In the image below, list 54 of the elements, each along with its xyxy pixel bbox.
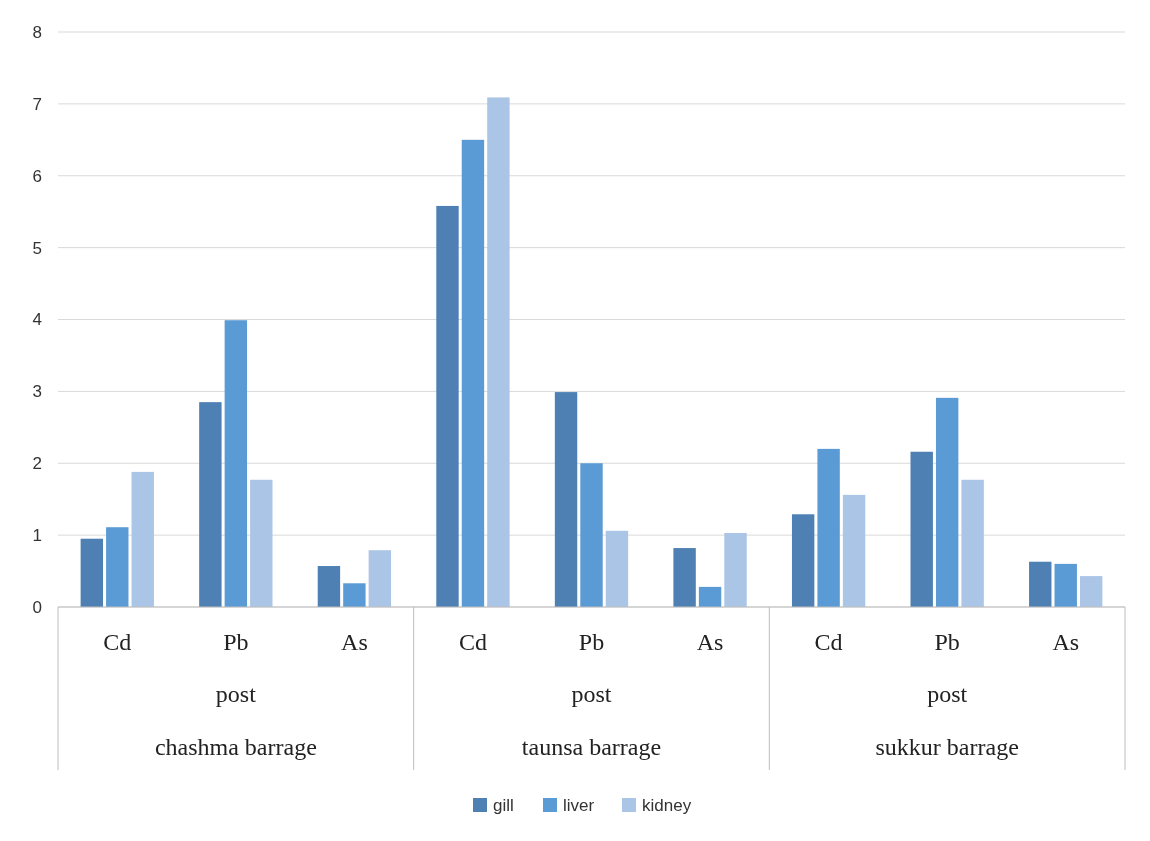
bar xyxy=(673,548,696,607)
x-tick-label: Cd xyxy=(458,629,487,655)
bar xyxy=(131,471,154,607)
y-tick-label: 1 xyxy=(32,526,42,546)
bar xyxy=(817,448,840,607)
bar xyxy=(791,514,815,607)
bar xyxy=(580,463,603,607)
y-tick-label: 4 xyxy=(32,310,42,330)
bar xyxy=(250,479,273,607)
x-tick-label: Cd xyxy=(103,629,132,655)
bar xyxy=(343,583,366,607)
text: chashma barrage xyxy=(154,734,317,760)
bar xyxy=(1029,561,1052,607)
bar xyxy=(1079,576,1103,607)
bar xyxy=(461,139,485,607)
y-tick-label: 3 xyxy=(32,382,42,402)
y-tick-label: 7 xyxy=(32,94,42,114)
legend-label: gill xyxy=(493,795,514,815)
x-tick-label: As xyxy=(696,629,724,655)
text: taunsa barrage xyxy=(521,734,662,760)
y-tick-label: 6 xyxy=(32,166,42,186)
bar xyxy=(698,586,722,607)
x-tick-label: Cd xyxy=(814,629,843,655)
bar xyxy=(935,397,959,607)
y-tick-label: 0 xyxy=(32,597,42,617)
y-tick-label: 2 xyxy=(32,454,42,474)
x-tick-label: Pb xyxy=(223,629,249,655)
text: sukkur barrage xyxy=(875,734,1019,760)
bar xyxy=(106,527,129,607)
legend-label: kidney xyxy=(642,795,692,815)
text: post xyxy=(927,681,968,707)
text: post xyxy=(571,681,612,707)
y-tick-label: 8 xyxy=(32,22,42,42)
bar xyxy=(554,392,578,607)
bar xyxy=(80,538,104,607)
bar xyxy=(317,566,341,607)
x-tick-label: Pb xyxy=(934,629,960,655)
bar xyxy=(961,479,984,607)
bar xyxy=(605,530,629,607)
x-tick-label: As xyxy=(1052,629,1080,655)
bar xyxy=(487,97,510,607)
bar xyxy=(368,550,392,607)
bar xyxy=(1054,563,1077,607)
bar xyxy=(910,451,933,607)
bar xyxy=(724,532,747,607)
y-tick-label: 5 xyxy=(32,238,42,258)
bar xyxy=(199,402,222,607)
x-tick-label: As xyxy=(341,629,368,655)
text: post xyxy=(215,681,257,707)
legend-label: liver xyxy=(563,795,595,815)
bar xyxy=(224,320,248,607)
bar xyxy=(842,494,866,607)
bar xyxy=(436,205,459,607)
x-tick-label: Pb xyxy=(578,629,605,655)
